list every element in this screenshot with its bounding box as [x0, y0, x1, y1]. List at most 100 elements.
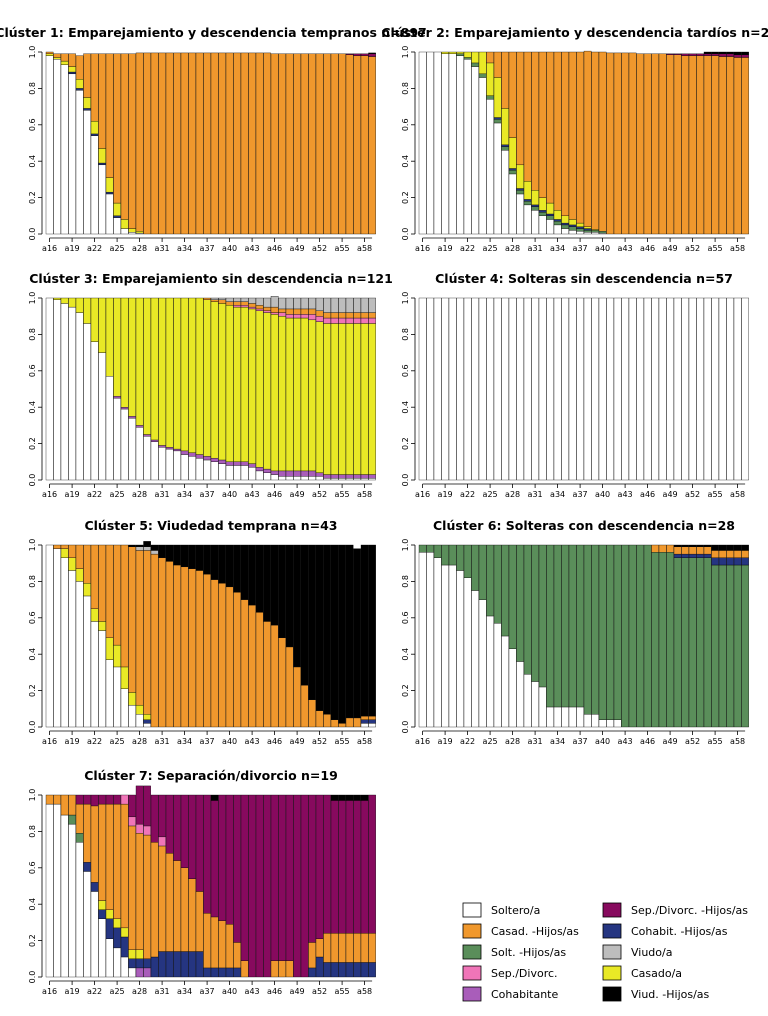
bar-segment-soltero-a19: [68, 570, 76, 728]
bar-segment-sep-a28: [135, 823, 144, 834]
bar-segment-soltero-a29: [143, 436, 151, 481]
y-tick-label: 0.8: [401, 575, 410, 588]
legend-swatch-sep: [462, 965, 482, 981]
bar-segment-cohabitante-a44: [255, 467, 264, 472]
bar-segment-sep_hijos-a52: [315, 794, 324, 939]
bar-segment-soltero-a53: [323, 478, 331, 481]
bar-segment-soltero-a28: [135, 714, 144, 728]
bar-segment-sep_hijos-a55: [711, 53, 719, 56]
bar-segment-soltero-a37: [576, 706, 584, 728]
bar-segment-sep_hijos-a55: [338, 800, 346, 934]
bar-segment-casado-a45: [263, 312, 271, 470]
bar-segment-solt_hijos-a19: [441, 544, 449, 566]
bar-segment-casad_hijos-a48: [285, 960, 294, 978]
bar-segment-soltero-a21: [83, 871, 91, 978]
x-tick-label: a40: [595, 737, 610, 746]
bar-segment-casad_hijos-a56: [718, 56, 727, 235]
legend-label-casado: Casado/a: [631, 967, 682, 980]
bar-segment-casado-a57: [353, 323, 361, 475]
bar-segment-soltero-a52: [688, 297, 697, 481]
bar-segment-casado-a32: [165, 297, 174, 448]
bar-segment-cohab_hijos-a34: [553, 219, 562, 222]
bar-segment-cohabitante-a51: [308, 470, 316, 477]
legend-label-sep: Sep./Divorc.: [491, 967, 558, 980]
bar-segment-cohab_hijos-a40: [225, 967, 234, 978]
x-tick-label: a49: [290, 490, 305, 499]
bar-segment-viudo-a57: [353, 297, 361, 313]
bar-segment-cohab_hijos-a59: [368, 962, 376, 978]
bar-segment-cohabitante-a55: [338, 474, 346, 479]
bar-segment-solt_hijos-a23: [471, 544, 479, 591]
panel-5: Clúster 5: Viudedad temprana n=43 0.0 0.2 0…: [28, 518, 376, 746]
x-tick-label: a49: [663, 737, 678, 746]
bar-segment-sep_hijos-a58: [733, 54, 742, 58]
bar-segment-cohabitante-a37: [203, 456, 211, 461]
bar-segment-solt_hijos-a39: [591, 230, 599, 233]
bar-segment-casad_hijos-a55: [711, 550, 719, 558]
x-tick-label: a31: [155, 244, 170, 253]
bar-segment-casado-a21: [83, 583, 91, 597]
bar-segment-solt_hijos-a41: [606, 544, 614, 720]
bar-segment-soltero-a17: [426, 297, 434, 481]
bar-segment-casado-a55: [338, 323, 346, 475]
bar-segment-casado-a36: [195, 297, 204, 455]
bar-segment-soltero-a16: [418, 552, 427, 728]
bar-segment-soltero-a38: [210, 461, 219, 481]
bar-segment-casad_hijos-a55: [338, 312, 346, 319]
bar-segment-solt_hijos-a32: [538, 544, 547, 688]
bar-segment-casad_hijos-a56: [345, 312, 354, 319]
bar-segment-cohabitante-a39: [218, 459, 226, 464]
x-tick-label: a28: [132, 987, 147, 996]
bar-segment-solt_hijos-a31: [531, 206, 539, 211]
bar-segment-soltero-a26: [493, 623, 502, 728]
x-tick-label: a43: [245, 490, 260, 499]
bar-segment-soltero-a29: [516, 661, 524, 728]
bar-segment-sep-a57: [353, 317, 361, 324]
bar-segment-soltero-a16: [418, 297, 427, 481]
bar-segment-soltero-a24: [478, 297, 487, 481]
bar-segment-cohab_hijos-a22: [90, 882, 99, 892]
bar-segment-casado-a38: [210, 301, 219, 459]
x-tick-label: a19: [65, 490, 80, 499]
bar-segment-sep_hijos-a51: [308, 794, 316, 943]
x-tick-label: a46: [640, 244, 655, 253]
bar-segment-soltero-a31: [531, 681, 539, 728]
bar-segment-soltero-a32: [165, 448, 174, 481]
bar-segment-casad_hijos-a23: [98, 544, 106, 622]
bar-segment-viud_hijos-a46: [270, 544, 279, 626]
bar-segment-casad_hijos-a40: [225, 586, 234, 728]
bar-segment-casado-a28: [135, 704, 144, 715]
bar-segment-soltero-a26: [120, 228, 129, 235]
bar-segment-casado-a23: [98, 621, 106, 631]
bar-segment-casad_hijos-a18: [60, 794, 69, 816]
bar-segment-viud_hijos-a59: [741, 544, 749, 551]
bar-segment-viudo-a28: [135, 546, 144, 551]
bar-segment-sep-a55: [338, 317, 346, 324]
bar-segment-casad_hijos-a45: [263, 52, 271, 235]
x-tick-label: a55: [708, 490, 723, 499]
bar-segment-sep_hijos-a53: [323, 794, 331, 934]
bar-segment-cohab_hijos-a38: [210, 967, 219, 978]
bar-segment-casado-a44: [255, 310, 264, 468]
bar-segment-casado-a23: [98, 297, 106, 353]
bar-segment-soltero-a22: [463, 59, 472, 235]
bar-segment-sep_hijos-a36: [195, 794, 204, 892]
x-tick-label: a34: [177, 490, 192, 499]
bar-segment-casad_hijos-a46: [270, 624, 279, 728]
legend-label-casad_hijos: Casad. -Hijos/as: [491, 925, 579, 938]
bar-segment-casad_hijos-a27: [501, 51, 509, 109]
bar-segment-cohab_hijos-a33: [546, 213, 554, 216]
bar-segment-viud_hijos-a33: [173, 544, 181, 566]
x-tick-label: a31: [528, 737, 543, 746]
bar-segment-cohab_hijos-a54: [703, 553, 712, 558]
bar-segment-casado-a25: [113, 918, 121, 929]
bar-segment-soltero-a27: [501, 150, 509, 235]
bar-segment-soltero-a22: [90, 341, 99, 481]
bar-segment-soltero-a47: [651, 297, 659, 481]
bar-segment-viud_hijos-a55: [711, 544, 719, 551]
bar-segment-casado-a33: [546, 202, 554, 215]
bar-segment-casado-a27: [128, 297, 136, 417]
bar-segment-solt_hijos-a20: [75, 833, 84, 843]
bar-segment-casado-a35: [188, 297, 196, 453]
bar-segment-casado-a49: [293, 317, 301, 472]
